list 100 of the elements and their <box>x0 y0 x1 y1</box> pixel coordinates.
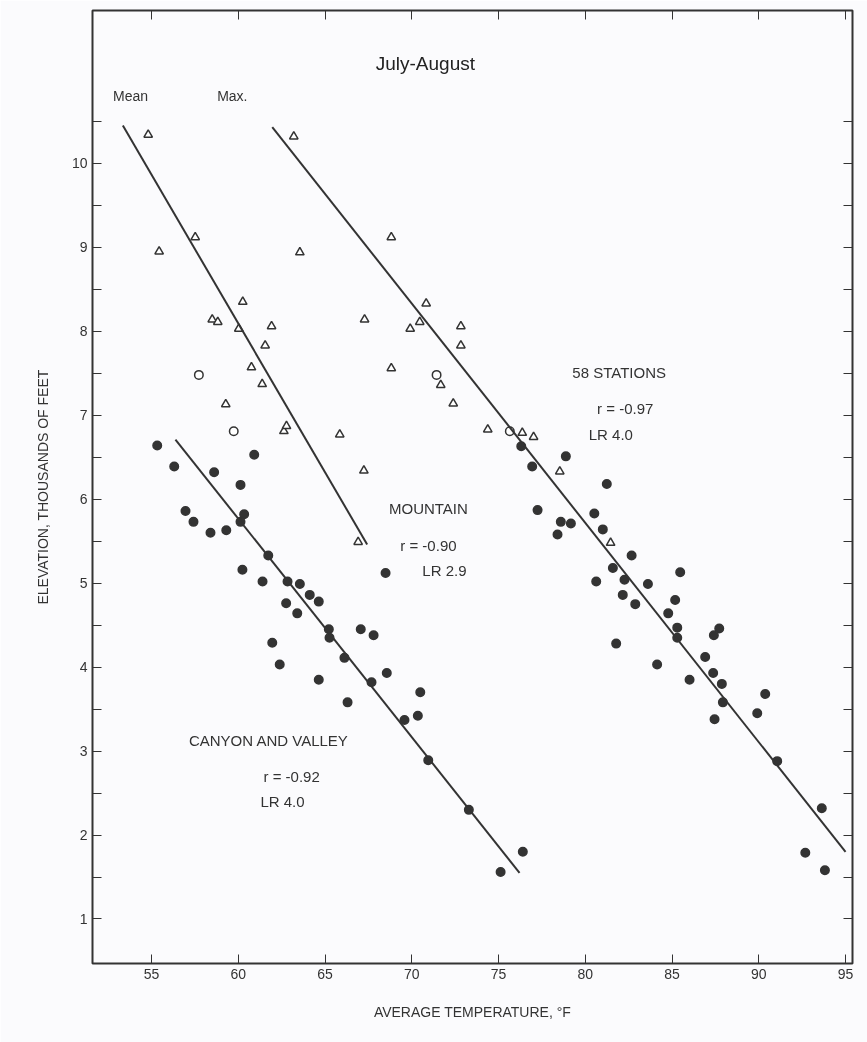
point <box>670 594 681 605</box>
point <box>709 714 720 725</box>
point <box>552 529 563 540</box>
point <box>274 659 285 670</box>
point <box>589 508 600 519</box>
point <box>565 518 576 529</box>
point <box>143 129 154 138</box>
point <box>368 630 379 641</box>
point <box>760 688 771 699</box>
y-tick-label: 5 <box>79 575 88 592</box>
x-tick-label: 85 <box>664 965 681 982</box>
point <box>380 568 391 579</box>
y-tick-label: 3 <box>79 743 88 760</box>
point <box>607 563 618 574</box>
point <box>239 509 250 520</box>
point <box>281 420 292 430</box>
point <box>672 622 683 633</box>
point <box>528 431 539 441</box>
point <box>448 397 459 407</box>
point <box>381 667 392 678</box>
point <box>257 576 268 587</box>
annotation: LR 4.0 <box>588 426 633 444</box>
annotation: MOUNTAIN <box>388 500 468 518</box>
point <box>435 379 446 389</box>
x-tick-label: 70 <box>403 965 420 982</box>
point <box>532 505 543 516</box>
annotation: LR 2.9 <box>422 562 467 580</box>
point <box>675 567 686 578</box>
y-tick-label: 6 <box>79 491 88 508</box>
point <box>630 599 641 610</box>
annotation: Max. <box>217 88 248 105</box>
point <box>281 598 292 609</box>
point <box>527 461 538 472</box>
point <box>455 339 466 349</box>
point <box>188 516 199 527</box>
x-tick-label: 65 <box>317 965 334 982</box>
point <box>517 846 528 857</box>
y-axis-title: ELEVATION, THOUSANDS OF FEET <box>34 369 51 605</box>
point <box>399 715 410 725</box>
point <box>601 479 612 490</box>
point <box>228 426 239 437</box>
point <box>421 297 432 307</box>
point <box>358 464 369 474</box>
annotation: r = -0.92 <box>263 768 320 786</box>
point <box>517 427 528 437</box>
text: July-August <box>375 53 476 75</box>
point <box>154 245 165 255</box>
point <box>221 525 232 536</box>
point <box>684 674 695 685</box>
point <box>294 246 305 256</box>
point <box>313 596 324 607</box>
y-tick-label: 4 <box>79 659 88 676</box>
x-tick-label: 60 <box>230 965 247 982</box>
annotation: 58 STATIONS <box>572 364 666 382</box>
point <box>642 578 653 589</box>
y-tick-label: 10 <box>71 155 88 172</box>
point <box>554 465 565 475</box>
point <box>414 316 425 326</box>
point <box>652 659 663 670</box>
point <box>591 576 602 587</box>
point <box>246 361 257 371</box>
point <box>560 451 571 462</box>
point <box>292 608 303 619</box>
point <box>617 589 628 600</box>
point <box>708 630 719 641</box>
point <box>663 608 674 619</box>
y-tick-label: 1 <box>79 911 88 927</box>
point <box>605 537 616 547</box>
point <box>169 461 180 472</box>
point <box>249 449 260 460</box>
point <box>220 398 231 408</box>
x-tick-label: 95 <box>837 965 854 982</box>
point <box>355 624 366 635</box>
point <box>386 362 397 372</box>
point <box>205 527 216 538</box>
point <box>700 652 711 663</box>
y-tick-label: 2 <box>79 827 88 844</box>
point <box>415 687 426 698</box>
point <box>237 564 248 575</box>
point <box>190 231 201 241</box>
y-tick-label: 8 <box>79 323 88 340</box>
point <box>386 231 397 241</box>
point <box>626 550 637 561</box>
y-tick-label: 9 <box>79 239 88 256</box>
y-tick-label: 7 <box>79 407 88 424</box>
point <box>152 440 163 451</box>
point <box>294 578 305 589</box>
point <box>235 479 246 490</box>
point <box>180 505 191 516</box>
x-axis-title: AVERAGE TEMPERATURE, °F <box>373 1003 571 1020</box>
point <box>819 865 830 876</box>
point <box>193 369 204 380</box>
annotation: Mean <box>112 88 149 105</box>
point <box>495 866 506 877</box>
point <box>716 678 727 689</box>
point <box>619 574 630 585</box>
point <box>359 313 370 323</box>
point <box>313 674 324 685</box>
annotation: r = -0.90 <box>400 536 457 554</box>
x-tick-label: 75 <box>490 965 507 982</box>
